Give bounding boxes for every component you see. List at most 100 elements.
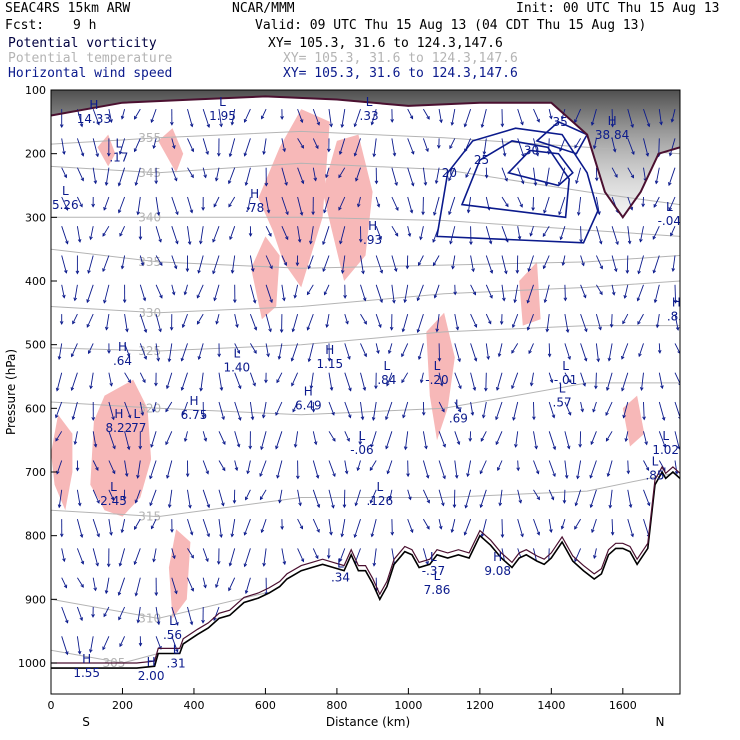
wind-vector [595,343,599,362]
wind-vector [102,255,110,272]
wind-vector-head [112,470,116,475]
wind-vector [292,401,299,412]
wind-vector [501,167,508,182]
wind-vector-head [73,297,78,302]
wind-vector [495,431,503,445]
wind-vector [592,401,597,412]
wind-vector-head [77,238,82,243]
wind-vector-head [228,203,232,208]
wind-vector [341,109,346,128]
wind-vector-head [159,294,163,299]
wind-vector [501,519,503,538]
wind-vector [485,313,492,324]
wind-vector [76,489,81,506]
wind-vector-head [327,357,332,362]
wind-vector-head [228,562,233,567]
wind-vector [265,196,270,213]
wind-vector-head [206,533,211,538]
wind-vector-head [234,467,239,472]
wind-vector [611,255,617,272]
wind-vector-head [233,299,237,304]
wind-vector [244,548,251,567]
wind-vector [312,138,319,149]
wind-vector [643,167,647,181]
pv-high-marker: H [672,296,681,310]
wind-vector [281,138,286,152]
wind-vector [407,138,415,155]
wind-vector-head [185,473,190,478]
wind-vector-head [576,475,580,480]
wind-vector [501,138,506,156]
wind-vector [501,196,509,207]
wind-vector [562,255,566,266]
wind-vector-head [358,441,363,446]
pv-extremum-value: .78 [245,201,264,215]
wind-vector [124,343,130,357]
wind-vector [234,314,238,328]
wind-vector-head [448,177,452,182]
wind-vector-head [309,385,314,390]
wind-vector-head [156,621,161,626]
wind-vector-head [567,411,572,416]
wind-vector [512,313,519,328]
wind-vector [515,431,519,448]
wind-vector-head [70,353,75,358]
wind-vector [387,460,393,474]
wind-vector [438,460,446,479]
wind-vector-head [89,385,93,390]
wind-vector [168,343,173,362]
wind-vector [579,431,582,447]
wind-vector [354,548,361,565]
wind-vector-head [206,504,211,509]
wind-vector-head [197,269,201,274]
wind-vector-head [80,560,85,565]
wind-vector-head [122,496,127,501]
wind-vector-head [636,297,641,302]
wind-vector-head [165,385,170,390]
wind-vector-head [102,232,106,237]
wind-vector [105,167,110,186]
wind-vector [611,109,614,127]
wind-vector-head [127,379,131,384]
wind-vector-head [536,496,540,501]
wind-vector [297,108,303,123]
wind-vector-head [205,151,209,155]
wind-vector [451,109,456,125]
wind-vector-head [549,115,553,120]
wind-vector-head [339,558,343,563]
wind-vector-head [401,328,406,333]
wind-vector [265,313,272,332]
wind-vector-head [104,326,109,331]
wind-vector [92,431,97,447]
wind-vector-head [566,445,571,450]
wind-vector-head [217,353,221,358]
x-tick-label: 400 [183,699,204,712]
wind-vector-head [253,350,257,354]
wind-vector-head [134,499,139,504]
wind-vector-head [315,474,320,479]
wind-vector-head [458,385,462,390]
wind-vector [417,313,424,333]
wind-vector-head [433,294,438,299]
wind-vector-head [403,299,407,304]
wind-vector-head [296,475,300,480]
wind-vector [328,489,334,508]
wind-vector-head [608,504,613,509]
wind-vector [357,196,361,207]
wind-vector-head [300,558,305,563]
wind-vector [200,226,204,244]
wind-vector [182,401,188,416]
wind-vector-head [408,496,412,501]
wind-vector [517,108,524,125]
pv-shaded-area [322,134,373,281]
forecast-label: Fcst: [5,18,45,33]
wind-vector-head [299,525,304,530]
wind-vector-head [486,356,490,360]
wind-vector-head [520,121,524,126]
wind-vector [360,255,364,274]
wind-vector-head [154,592,159,597]
wind-vector [171,138,175,149]
pv-high-marker: H [325,343,334,357]
wind-vector [297,489,301,506]
wind-vector-head [622,320,626,325]
